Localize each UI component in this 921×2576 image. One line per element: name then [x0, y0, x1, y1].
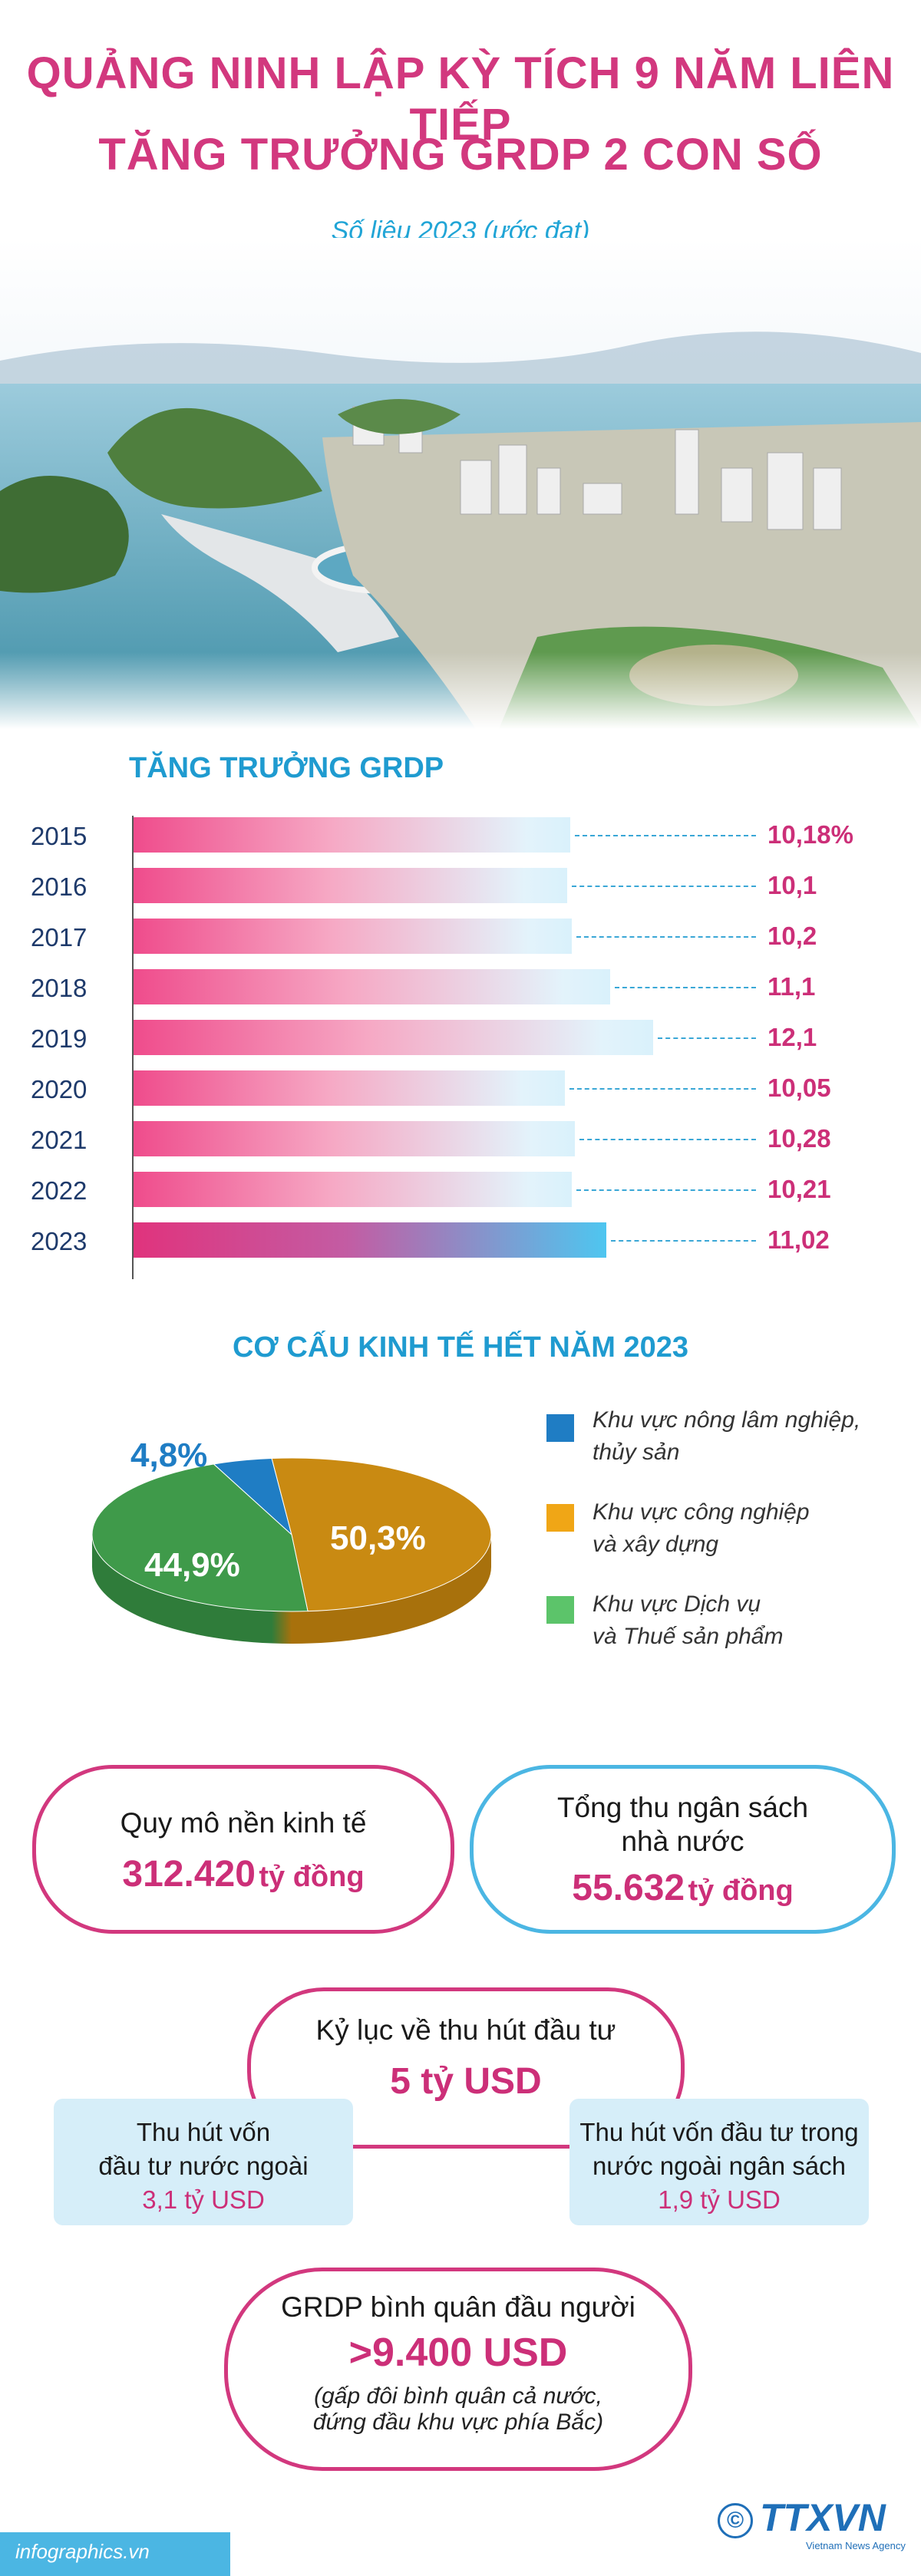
box-domestic-line2: nước ngoài ngân sách: [593, 2152, 846, 2180]
legend-swatch-industry: [546, 1504, 574, 1532]
grdp-year-label: 2022: [31, 1176, 87, 1205]
grdp-bar: [134, 969, 610, 1004]
copyright-icon: ©: [718, 2503, 753, 2538]
grdp-leader-line: [579, 1139, 756, 1140]
box-foreign-line2: đầu tư nước ngoài: [98, 2152, 309, 2180]
grdp-year-label: 2020: [31, 1075, 87, 1103]
legend-industry-line2: và xây dựng: [593, 1532, 719, 1557]
card-economy-scale-value: 312.420: [122, 1854, 256, 1895]
legend-industry-line1: Khu vực công nghiệp: [593, 1499, 810, 1525]
legend-swatch-agri: [546, 1414, 574, 1442]
card-economy-scale: Quy mô nền kinh tế 312.420 tỷ đồng: [32, 1765, 454, 1934]
grdp-bar: [134, 1070, 566, 1106]
grdp-value-label: 10,1: [768, 871, 817, 899]
card-budget-title-line1: Tổng thu ngân sách: [556, 1792, 809, 1823]
grdp-year-label: 2015: [31, 822, 87, 850]
city-bay-illustration: [0, 238, 921, 729]
card-state-budget: Tổng thu ngân sách nhà nước 55.632 tỷ đồ…: [470, 1765, 896, 1934]
card-grdp-per-capita: GRDP bình quân đầu người >9.400 USD (gấp…: [224, 2268, 692, 2471]
pie-slice-industry: [271, 1457, 492, 1612]
grdp-leader-line: [571, 886, 756, 887]
grdp-value-label: 10,18%: [768, 820, 853, 849]
card-per-capita-title: GRDP bình quân đầu người: [281, 2291, 635, 2323]
grdp-value-label: 10,2: [768, 922, 817, 950]
grdp-leader-line: [576, 1189, 756, 1191]
box-domestic-value: 1,9 tỷ USD: [658, 2185, 781, 2214]
card-economy-scale-title: Quy mô nền kinh tế: [120, 1807, 367, 1839]
pie-slices: [91, 1457, 492, 1612]
grdp-value-label: 11,1: [768, 972, 816, 1001]
card-investment-title: Kỷ lục về thu hút đầu tư: [315, 2014, 616, 2046]
legend-agri-line2: thủy sản: [593, 1440, 680, 1465]
card-budget-title-line2: nhà nước: [621, 1826, 744, 1857]
title-line-2: TĂNG TRƯỞNG GRDP 2 CON SỐ: [98, 130, 823, 180]
grdp-bar: [134, 817, 571, 853]
grdp-leader-line: [576, 936, 756, 938]
card-economy-scale-unit: tỷ đồng: [259, 1861, 365, 1893]
grdp-year-label: 2017: [31, 923, 87, 952]
box-foreign-line1: Thu hút vốn: [136, 2118, 271, 2146]
grdp-leader-line: [575, 835, 756, 836]
grdp-bar: [134, 919, 572, 954]
card-per-capita-note-line1: (gấp đôi bình quân cả nước,: [314, 2383, 602, 2409]
grdp-bar: [134, 868, 567, 903]
footer-logo: TTXVN: [760, 2496, 886, 2539]
grdp-year-label: 2023: [31, 1227, 87, 1255]
grdp-section-title: TĂNG TRƯỞNG GRDP: [129, 752, 444, 784]
pie-3d-side: [92, 1535, 491, 1644]
grdp-bar: [134, 1172, 573, 1207]
card-per-capita-note-line2: đứng đầu khu vực phía Bắc): [312, 2409, 604, 2435]
card-budget-unit: tỷ đồng: [688, 1875, 794, 1907]
box-foreign-investment: Thu hút vốn đầu tư nước ngoài 3,1 tỷ USD: [54, 2099, 353, 2225]
grdp-year-label: 2018: [31, 974, 87, 1002]
grdp-leader-line: [569, 1088, 756, 1090]
footer-band: [0, 2532, 230, 2576]
legend-services-line2: và Thuế sản phẩm: [593, 1624, 784, 1649]
title-line-1: QUẢNG NINH LẬP KỲ TÍCH 9 NĂM LIÊN TIẾP: [26, 48, 895, 150]
legend-agri-line1: Khu vực nông lâm nghiệp,: [593, 1407, 861, 1433]
structure-section-title: CƠ CẤU KINH TẾ HẾT NĂM 2023: [232, 1331, 689, 1364]
pie-label-services: 44,9%: [144, 1546, 240, 1584]
grdp-axis-line: [132, 816, 134, 1279]
grdp-value-label: 10,21: [768, 1175, 831, 1203]
box-domestic-line1: Thu hút vốn đầu tư trong: [579, 2118, 859, 2146]
grdp-year-label: 2021: [31, 1126, 87, 1154]
grdp-leader-line: [611, 1240, 756, 1242]
grdp-year-label: 2016: [31, 872, 87, 901]
grdp-leader-line: [657, 1037, 756, 1039]
box-foreign-value: 3,1 tỷ USD: [142, 2185, 265, 2214]
pie-side-band: [92, 1535, 491, 1644]
pie-label-agri: 4,8%: [130, 1436, 208, 1474]
grdp-value-label: 11,02: [768, 1225, 830, 1254]
grdp-bar: [134, 1121, 576, 1156]
pie-slice-services: [91, 1463, 309, 1612]
legend-swatch-services: [546, 1596, 574, 1624]
grdp-value-label: 10,28: [768, 1124, 831, 1153]
card-per-capita-value: >9.400 USD: [348, 2330, 568, 2375]
legend-services-line1: Khu vực Dịch vụ: [593, 1591, 761, 1617]
grdp-bar: [134, 1222, 607, 1258]
grdp-value-label: 10,05: [768, 1074, 831, 1102]
grdp-year-label: 2019: [31, 1024, 87, 1053]
grdp-value-label: 12,1: [768, 1023, 817, 1051]
footer-site: infographics.vn: [15, 2540, 150, 2563]
grdp-leader-line: [614, 987, 756, 988]
footer-logo-sub: Vietnam News Agency: [806, 2540, 906, 2551]
card-budget-value: 55.632: [572, 1868, 685, 1908]
box-domestic-investment: Thu hút vốn đầu tư trong nước ngoài ngân…: [569, 2099, 869, 2225]
grdp-bar: [134, 1020, 653, 1055]
card-investment-value: 5 tỷ USD: [390, 2061, 542, 2102]
pie-label-industry: 50,3%: [330, 1519, 426, 1557]
structure-pie-chart: [91, 1457, 492, 1644]
